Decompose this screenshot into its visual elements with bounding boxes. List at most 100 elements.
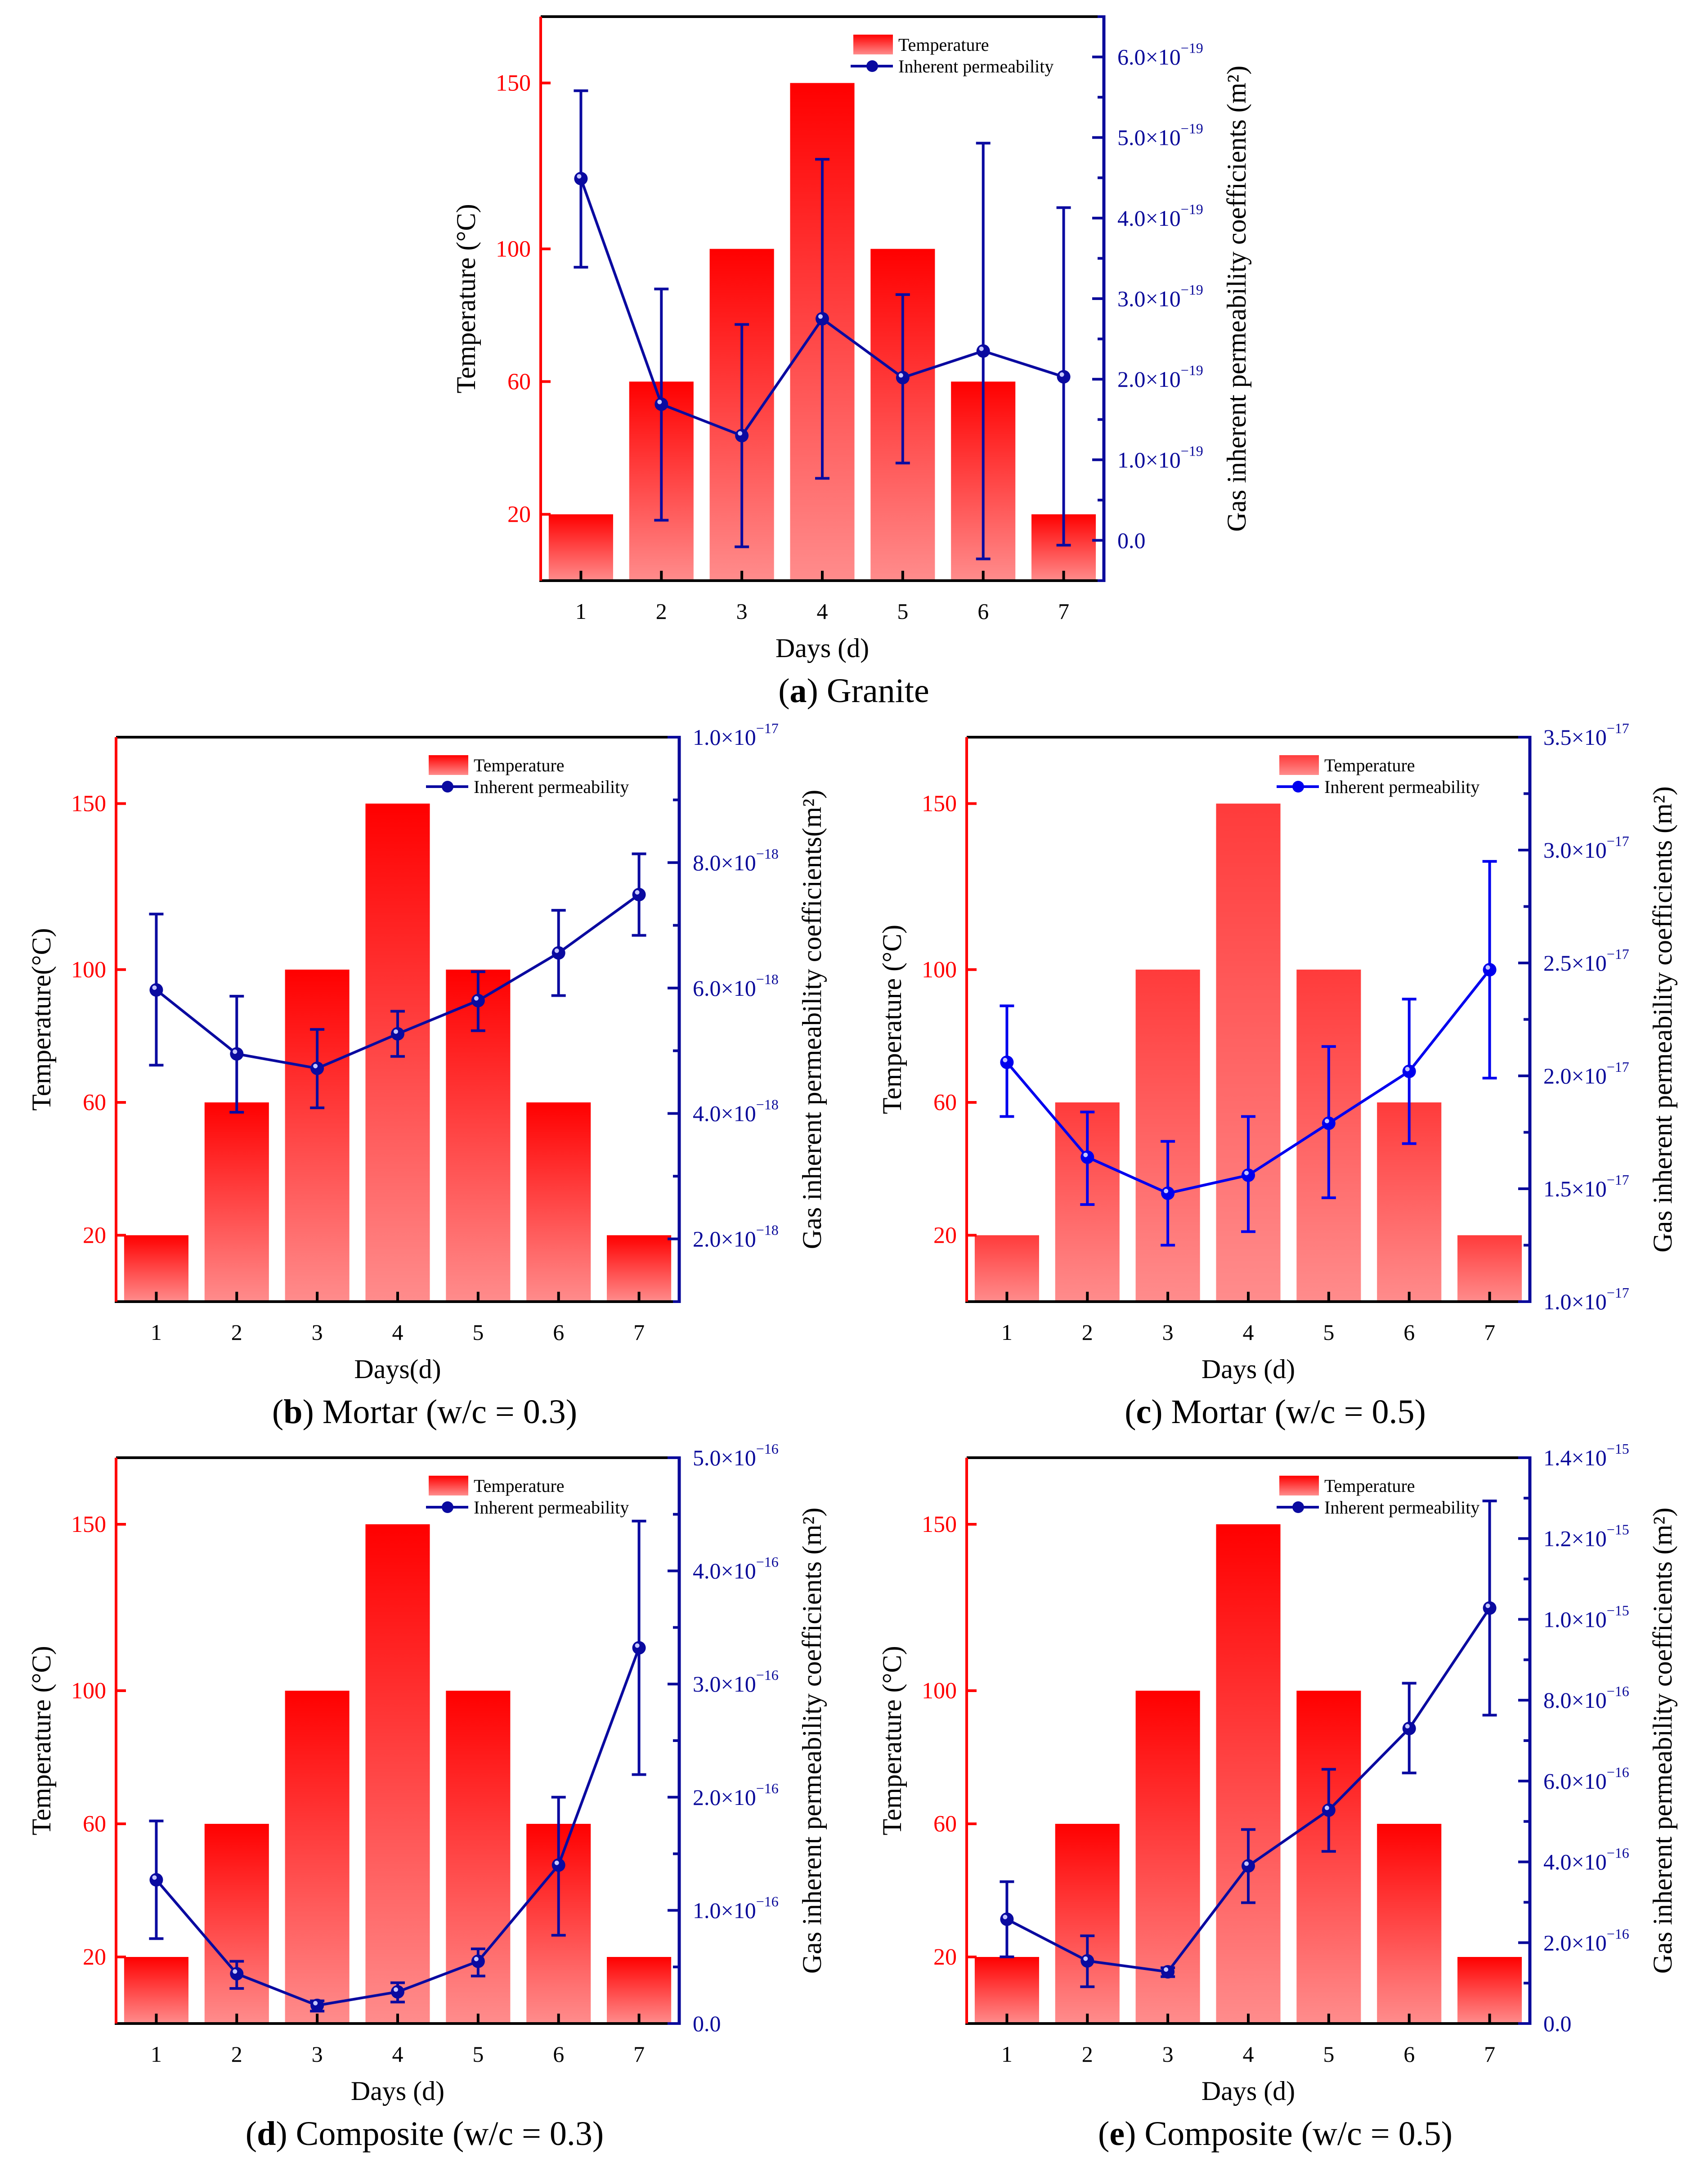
right-tick-label: 3.0×10−16 [693, 1667, 779, 1697]
right-tick-label: 8.0×10−18 [693, 846, 779, 875]
permeability-point [1402, 1064, 1416, 1078]
right-tick-mantissa: 2.0×10 [1543, 1063, 1607, 1088]
caption-title: ) Mortar (w/c = 0.3) [303, 1393, 578, 1431]
x-tick-label: 6 [553, 1320, 564, 1345]
right-tick-label: 6.0×10−19 [1117, 40, 1203, 70]
right-tick-label: 0.0 [1117, 528, 1146, 553]
x-tick-label: 4 [817, 599, 828, 624]
temperature-bar [1296, 1691, 1361, 2024]
permeability-point [551, 946, 565, 960]
x-tick-label: 2 [1082, 1320, 1093, 1345]
right-tick-label: 2.0×10−16 [1543, 1925, 1629, 1955]
right-tick-mantissa: 2.0×10 [1117, 367, 1181, 392]
point-highlight [1003, 1915, 1008, 1920]
x-tick-label: 1 [151, 1320, 162, 1345]
right-tick-exponent: −16 [756, 1780, 779, 1796]
legend-marker-permeability [442, 1501, 453, 1513]
x-tick-label: 1 [1001, 2042, 1013, 2067]
right-tick-mantissa: 4.0×10 [1543, 1849, 1607, 1875]
right-tick-label: 1.0×10−17 [693, 720, 779, 750]
x-tick-label: 6 [1403, 1320, 1415, 1345]
permeability-point [230, 1967, 244, 1981]
legend-label-temperature: Temperature [1324, 755, 1415, 775]
x-tick-label: 7 [1484, 1320, 1495, 1345]
right-tick-exponent: −19 [1181, 121, 1203, 137]
temperature-bar [365, 1524, 430, 2024]
point-highlight [635, 890, 640, 895]
point-highlight [1083, 1152, 1088, 1157]
temperature-bar [1055, 1824, 1120, 2024]
left-tick-label: 100 [922, 1678, 957, 1704]
right-tick-mantissa: 6.0×10 [1543, 1769, 1607, 1794]
point-highlight [1244, 1170, 1249, 1175]
point-highlight [577, 174, 582, 179]
point-highlight [1059, 372, 1064, 377]
x-axis-title: Days (d) [776, 633, 869, 663]
legend-label-temperature: Temperature [898, 35, 989, 55]
temperature-bar [285, 969, 350, 1302]
point-highlight [554, 948, 559, 953]
temperature-bar [204, 1824, 269, 2024]
right-tick-exponent: −19 [1181, 282, 1203, 298]
right-tick-exponent: −15 [1607, 1441, 1629, 1457]
point-highlight [738, 431, 743, 436]
right-tick-label: 3.0×10−19 [1117, 282, 1203, 311]
left-tick-label: 150 [922, 1512, 957, 1537]
legend-label-permeability: Inherent permeability [474, 1497, 629, 1518]
right-tick-mantissa: 4.0×10 [693, 1558, 756, 1584]
right-tick-label: 2.0×10−16 [693, 1780, 779, 1810]
right-tick-mantissa: 3.0×10 [693, 1671, 756, 1697]
permeability-point [391, 1985, 404, 1999]
right-tick-exponent: −19 [1181, 362, 1203, 378]
right-tick-mantissa: 3.0×10 [1543, 837, 1607, 863]
right-tick-exponent: −17 [1607, 946, 1629, 962]
legend-marker-permeability [866, 60, 878, 72]
right-tick-exponent: −17 [756, 720, 779, 736]
right-tick-label: 1.4×10−15 [1543, 1441, 1629, 1470]
permeability-point [1161, 1965, 1175, 1979]
left-tick-label: 150 [496, 71, 531, 96]
left-tick-label: 100 [922, 957, 957, 983]
right-tick-exponent: −17 [1607, 720, 1629, 736]
right-tick-label: 1.5×10−17 [1543, 1172, 1629, 1201]
point-highlight [1485, 1603, 1490, 1608]
left-tick-label: 20 [83, 1944, 106, 1970]
x-tick-label: 2 [231, 1320, 242, 1345]
x-axis-title: Days(d) [354, 1354, 441, 1384]
right-tick-label: 4.0×10−18 [693, 1097, 779, 1126]
right-tick-mantissa: 1.0×10 [1117, 447, 1181, 472]
x-tick-label: 3 [312, 1320, 323, 1345]
right-tick-mantissa: 6.0×10 [693, 976, 756, 1001]
legend-swatch-temperature [1279, 755, 1319, 775]
legend-label-permeability: Inherent permeability [1324, 777, 1479, 797]
right-tick-label: 4.0×10−16 [693, 1554, 779, 1584]
point-highlight [1244, 1861, 1249, 1866]
right-tick-exponent: −18 [756, 1097, 779, 1113]
right-tick-label: 2.0×10−19 [1117, 362, 1203, 392]
x-tick-label: 3 [1162, 1320, 1174, 1345]
right-tick-exponent: −16 [756, 1893, 779, 1909]
left-tick-label: 150 [922, 791, 957, 817]
caption-letter: d [257, 2115, 276, 2153]
x-tick-label: 5 [897, 599, 908, 624]
right-tick-exponent: −17 [1607, 1172, 1629, 1188]
caption-open: ( [272, 1393, 283, 1431]
permeability-point [1483, 1601, 1497, 1615]
left-tick-label: 60 [83, 1090, 106, 1115]
permeability-point [551, 1858, 565, 1872]
permeability-point [1080, 1150, 1094, 1164]
right-tick-exponent: −17 [1607, 833, 1629, 849]
caption-letter: c [1136, 1393, 1152, 1431]
point-highlight [474, 1957, 479, 1961]
legend-marker-permeability [442, 781, 453, 792]
right-tick-mantissa: 2.0×10 [693, 1785, 756, 1810]
point-highlight [657, 399, 662, 404]
point-highlight [1485, 965, 1490, 970]
left-tick-label: 20 [933, 1222, 957, 1248]
x-axis-title: Days (d) [351, 2076, 444, 2106]
x-tick-label: 4 [392, 2042, 403, 2067]
right-tick-label: 3.5×10−17 [1543, 720, 1629, 750]
point-highlight [1083, 1956, 1088, 1961]
permeability-point [1161, 1186, 1175, 1200]
right-tick-label: 1.0×10−15 [1543, 1602, 1629, 1632]
